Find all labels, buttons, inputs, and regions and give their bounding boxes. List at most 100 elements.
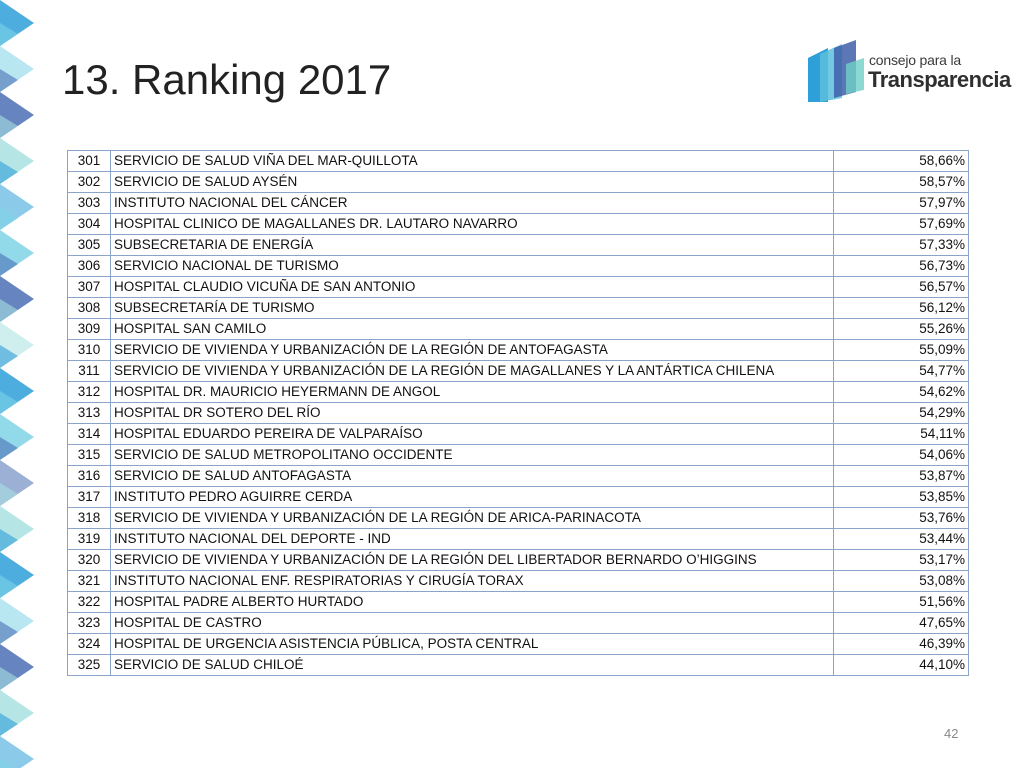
- institution-name-cell: SERVICIO DE VIVIENDA Y URBANIZACIÓN DE L…: [110, 360, 834, 382]
- institution-name-cell: SERVICIO DE VIVIENDA Y URBANIZACIÓN DE L…: [110, 339, 834, 361]
- score-cell: 54,77%: [833, 360, 969, 382]
- table-row: 323 HOSPITAL DE CASTRO 47,65%: [67, 612, 969, 634]
- institution-name-cell: HOSPITAL SAN CAMILO: [110, 318, 834, 340]
- score-cell: 56,57%: [833, 276, 969, 298]
- decorative-triangle: [0, 736, 34, 768]
- institution-name-cell: INSTITUTO NACIONAL DEL DEPORTE - IND: [110, 528, 834, 550]
- table-row: 305 SUBSECRETARIA DE ENERGÍA 57,33%: [67, 234, 969, 256]
- score-cell: 56,12%: [833, 297, 969, 319]
- table-row: 325 SERVICIO DE SALUD CHILOÉ 44,10%: [67, 654, 969, 676]
- institution-name-cell: SERVICIO DE VIVIENDA Y URBANIZACIÓN DE L…: [110, 549, 834, 571]
- score-cell: 53,08%: [833, 570, 969, 592]
- table-row: 319 INSTITUTO NACIONAL DEL DEPORTE - IND 5…: [67, 528, 969, 550]
- decorative-triangle: [0, 161, 18, 184]
- institution-name-cell: HOSPITAL CLINICO DE MAGALLANES DR. LAUTA…: [110, 213, 834, 235]
- table-row: 311 SERVICIO DE VIVIENDA Y URBANIZACIÓN D…: [67, 360, 969, 382]
- table-row: 317 INSTITUTO PEDRO AGUIRRE CERDA 53,85%: [67, 486, 969, 508]
- institution-name-cell: SUBSECRETARIA DE ENERGÍA: [110, 234, 834, 256]
- ranking-table: 301 SERVICIO DE SALUD VIÑA DEL MAR-QUILLO…: [67, 150, 969, 676]
- score-cell: 56,73%: [833, 255, 969, 277]
- decorative-triangle: [0, 391, 18, 414]
- institution-name-cell: INSTITUTO NACIONAL ENF. RESPIRATORIAS Y …: [110, 570, 834, 592]
- score-cell: 54,62%: [833, 381, 969, 403]
- page-number: 42: [944, 726, 959, 741]
- decorative-triangle: [0, 345, 18, 368]
- rank-cell: 319: [67, 528, 111, 550]
- rank-cell: 303: [67, 192, 111, 214]
- score-cell: 46,39%: [833, 633, 969, 655]
- decorative-triangle-strip: [0, 0, 34, 768]
- score-cell: 58,66%: [833, 150, 969, 172]
- logo-text-large: Transparencia: [868, 67, 1011, 92]
- rank-cell: 301: [67, 150, 111, 172]
- decorative-triangle: [0, 115, 18, 138]
- rank-cell: 310: [67, 339, 111, 361]
- rank-cell: 304: [67, 213, 111, 235]
- score-cell: 53,17%: [833, 549, 969, 571]
- institution-name-cell: HOSPITAL DE URGENCIA ASISTENCIA PÚBLICA,…: [110, 633, 834, 655]
- score-cell: 54,06%: [833, 444, 969, 466]
- rank-cell: 302: [67, 171, 111, 193]
- table-row: 312 HOSPITAL DR. MAURICIO HEYERMANN DE AN…: [67, 381, 969, 403]
- rank-cell: 314: [67, 423, 111, 445]
- table-row: 309 HOSPITAL SAN CAMILO 55,26%: [67, 318, 969, 340]
- institution-name-cell: HOSPITAL DE CASTRO: [110, 612, 834, 634]
- table-row: 314 HOSPITAL EDUARDO PEREIRA DE VALPARAÍS…: [67, 423, 969, 445]
- rank-cell: 323: [67, 612, 111, 634]
- decorative-triangle: [0, 483, 18, 506]
- decorative-triangle: [0, 437, 18, 460]
- institution-name-cell: SUBSECRETARÍA DE TURISMO: [110, 297, 834, 319]
- rank-cell: 305: [67, 234, 111, 256]
- score-cell: 53,44%: [833, 528, 969, 550]
- institution-name-cell: SERVICIO DE SALUD ANTOFAGASTA: [110, 465, 834, 487]
- decorative-triangle: [0, 621, 18, 644]
- institution-name-cell: SERVICIO DE SALUD VIÑA DEL MAR-QUILLOTA: [110, 150, 834, 172]
- score-cell: 47,65%: [833, 612, 969, 634]
- score-cell: 57,33%: [833, 234, 969, 256]
- decorative-triangle: [0, 23, 18, 46]
- decorative-triangle: [0, 713, 18, 736]
- score-cell: 53,76%: [833, 507, 969, 529]
- table-row: 316 SERVICIO DE SALUD ANTOFAGASTA 53,87%: [67, 465, 969, 487]
- table-row: 304 HOSPITAL CLINICO DE MAGALLANES DR. LA…: [67, 213, 969, 235]
- consejo-transparencia-logo: consejo para la Transparencia: [806, 40, 1011, 104]
- score-cell: 58,57%: [833, 171, 969, 193]
- score-cell: 44,10%: [833, 654, 969, 676]
- decorative-triangle: [0, 575, 18, 598]
- rank-cell: 321: [67, 570, 111, 592]
- institution-name-cell: INSTITUTO NACIONAL DEL CÁNCER: [110, 192, 834, 214]
- decorative-triangle: [0, 299, 18, 322]
- rank-cell: 325: [67, 654, 111, 676]
- logo-mark-icon: [808, 40, 864, 102]
- table-row: 321 INSTITUTO NACIONAL ENF. RESPIRATORIAS…: [67, 570, 969, 592]
- decorative-triangle: [0, 529, 18, 552]
- table-row: 308 SUBSECRETARÍA DE TURISMO 56,12%: [67, 297, 969, 319]
- table-row: 313 HOSPITAL DR SOTERO DEL RÍO 54,29%: [67, 402, 969, 424]
- table-row: 302 SERVICIO DE SALUD AYSÉN 58,57%: [67, 171, 969, 193]
- score-cell: 57,97%: [833, 192, 969, 214]
- table-row: 310 SERVICIO DE VIVIENDA Y URBANIZACIÓN D…: [67, 339, 969, 361]
- institution-name-cell: SERVICIO DE SALUD METROPOLITANO OCCIDENT…: [110, 444, 834, 466]
- rank-cell: 322: [67, 591, 111, 613]
- decorative-triangle: [0, 667, 18, 690]
- rank-cell: 307: [67, 276, 111, 298]
- score-cell: 55,26%: [833, 318, 969, 340]
- institution-name-cell: HOSPITAL DR. MAURICIO HEYERMANN DE ANGOL: [110, 381, 834, 403]
- slide-title: 13. Ranking 2017: [62, 56, 392, 103]
- score-cell: 53,85%: [833, 486, 969, 508]
- rank-cell: 309: [67, 318, 111, 340]
- rank-cell: 313: [67, 402, 111, 424]
- table-row: 322 HOSPITAL PADRE ALBERTO HURTADO 51,56%: [67, 591, 969, 613]
- score-cell: 54,29%: [833, 402, 969, 424]
- rank-cell: 312: [67, 381, 111, 403]
- rank-cell: 317: [67, 486, 111, 508]
- institution-name-cell: HOSPITAL PADRE ALBERTO HURTADO: [110, 591, 834, 613]
- score-cell: 54,11%: [833, 423, 969, 445]
- decorative-triangle: [0, 207, 18, 230]
- rank-cell: 316: [67, 465, 111, 487]
- score-cell: 55,09%: [833, 339, 969, 361]
- institution-name-cell: HOSPITAL CLAUDIO VICUÑA DE SAN ANTONIO: [110, 276, 834, 298]
- institution-name-cell: INSTITUTO PEDRO AGUIRRE CERDA: [110, 486, 834, 508]
- score-cell: 57,69%: [833, 213, 969, 235]
- rank-cell: 324: [67, 633, 111, 655]
